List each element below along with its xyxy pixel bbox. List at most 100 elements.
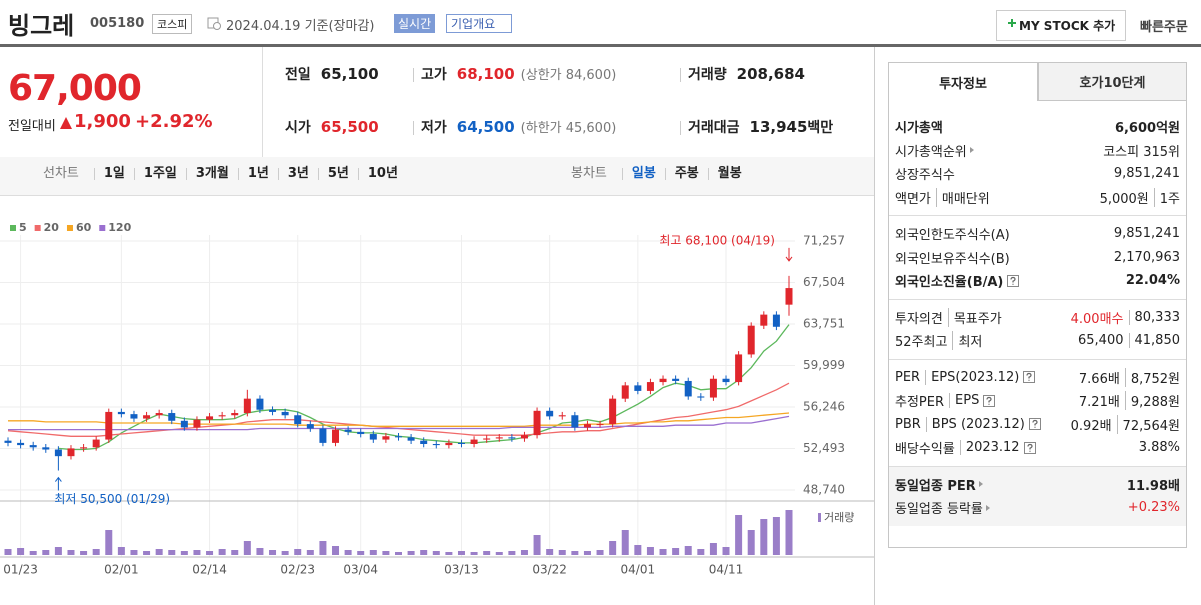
info-value: 6,600억원: [1115, 117, 1180, 136]
volume-bar: [596, 550, 604, 555]
info-row: PBR BPS (2023.12) 0.92배 72,564원: [895, 413, 1180, 437]
candle-body: [155, 413, 163, 416]
arrow-icon: [978, 481, 983, 488]
label-part: 동일업종 등락률: [895, 502, 983, 518]
volume-label: 거래량: [824, 511, 854, 524]
period-button[interactable]: 3개월: [185, 167, 238, 180]
stat-label: 저가: [421, 120, 447, 136]
value-part: 1주: [1153, 187, 1180, 207]
value-part: 72,564원: [1116, 414, 1180, 434]
volume-bar: [256, 548, 264, 555]
value-part: 11.98배: [1126, 478, 1180, 494]
legend-swatch: [34, 225, 41, 231]
candle-body: [722, 378, 730, 383]
help-icon[interactable]: [1023, 441, 1037, 454]
info-value: 65,400 41,850: [1078, 333, 1180, 349]
volume-bar: [294, 549, 302, 555]
mystock-button[interactable]: MY STOCK 추가: [996, 10, 1127, 41]
label-part: EPS: [949, 393, 979, 409]
period-button[interactable]: 3년: [277, 167, 318, 180]
legend-label: 5: [19, 221, 27, 234]
value-part: 7.66배: [1078, 371, 1120, 387]
arrow-icon: [969, 147, 974, 154]
period-button[interactable]: 5년: [317, 167, 358, 180]
volume-bar: [155, 549, 163, 555]
period-button[interactable]: 1년: [237, 167, 278, 180]
candle-body: [256, 398, 264, 410]
tab[interactable]: 투자정보: [888, 62, 1038, 101]
period-button[interactable]: 일봉: [621, 167, 665, 180]
line-periods: 선차트 1일 1주일 3개월 1년 3년 5년 10년: [34, 166, 407, 181]
candle-body: [772, 314, 780, 327]
stat-label: 전일: [285, 67, 311, 83]
help-icon[interactable]: [1022, 371, 1036, 384]
candle-body: [508, 437, 516, 439]
stat-separator: [413, 68, 414, 82]
x-tick-label: 02/23: [280, 563, 315, 577]
stat-unit: 백만: [807, 120, 834, 136]
value-part: 9,851,241: [1113, 226, 1180, 242]
volume-bar: [785, 510, 793, 555]
candle-body: [206, 416, 214, 420]
quick-order[interactable]: 빠른주문: [1140, 20, 1188, 35]
stat-separator: [680, 68, 681, 82]
volume-bar: [332, 546, 340, 555]
candle-body: [609, 398, 617, 425]
candle-body: [546, 410, 554, 417]
label-part: 상장주식수: [895, 168, 955, 184]
stat-label: 거래량: [688, 67, 727, 83]
info-label: 외국인소진율(B/A): [895, 271, 1020, 290]
stat: 거래량 208,684: [688, 64, 805, 84]
stat-sub: (상한가 84,600): [520, 68, 617, 83]
label-part: 시가총액순위: [895, 144, 967, 160]
realtime-button[interactable]: 실시간: [394, 14, 436, 33]
period-button[interactable]: 1주일: [133, 167, 186, 180]
period-heading: 선차트: [43, 166, 79, 181]
candle-body: [17, 442, 25, 446]
change-label: 전일대비: [8, 119, 56, 134]
candle-body: [42, 447, 50, 450]
help-icon[interactable]: [982, 394, 996, 407]
volume-bar: [735, 515, 743, 555]
y-tick-label: 48,740: [803, 483, 845, 497]
overview-dropdown[interactable]: 기업개요: [446, 14, 513, 33]
help-icon[interactable]: [1028, 418, 1042, 431]
candle-body: [294, 415, 302, 425]
x-tick-label: 03/04: [343, 563, 378, 577]
stat-separator: [413, 121, 414, 135]
y-tick-label: 56,246: [803, 399, 845, 413]
candle-body: [634, 385, 642, 391]
candle-body: [332, 429, 340, 443]
period-button[interactable]: 월봉: [707, 167, 751, 180]
info-section: PER EPS(2023.12) 7.66배 8,752원 추정PER EPS 7.21배 9…: [889, 360, 1186, 467]
chart-border: [874, 47, 875, 605]
high-annotation: 최고 68,100 (04/19): [659, 233, 775, 247]
info-label: 외국인보유주식수(B): [895, 248, 1010, 267]
ma-line: [8, 415, 790, 431]
candle-periods: 봉차트 일봉 주봉 월봉: [562, 167, 751, 180]
volume-bar: [193, 550, 201, 555]
label-part: PER: [895, 369, 921, 385]
volume-bar: [180, 551, 188, 555]
label-part: 투자의견: [895, 311, 943, 327]
candle-body: [709, 378, 717, 398]
period-button[interactable]: 10년: [357, 167, 407, 180]
candle-body: [735, 354, 743, 383]
x-tick-label: 04/01: [621, 563, 656, 577]
candle-body: [672, 378, 680, 381]
candle-body: [344, 429, 352, 432]
candle-body: [105, 411, 113, 440]
candle-body: [533, 410, 541, 436]
candle-body: [231, 413, 239, 416]
tab[interactable]: 호가10단계: [1038, 62, 1187, 101]
candle-body: [583, 424, 591, 428]
low-arrow: [54, 476, 62, 491]
stat: 시가 65,500: [285, 117, 379, 137]
candle-body: [168, 413, 176, 421]
volume-bar: [760, 519, 768, 555]
stat-value: 13,945: [749, 118, 808, 136]
period-button[interactable]: 1일: [93, 167, 134, 180]
help-icon[interactable]: [1006, 274, 1020, 287]
period-button[interactable]: 주봉: [664, 167, 708, 180]
